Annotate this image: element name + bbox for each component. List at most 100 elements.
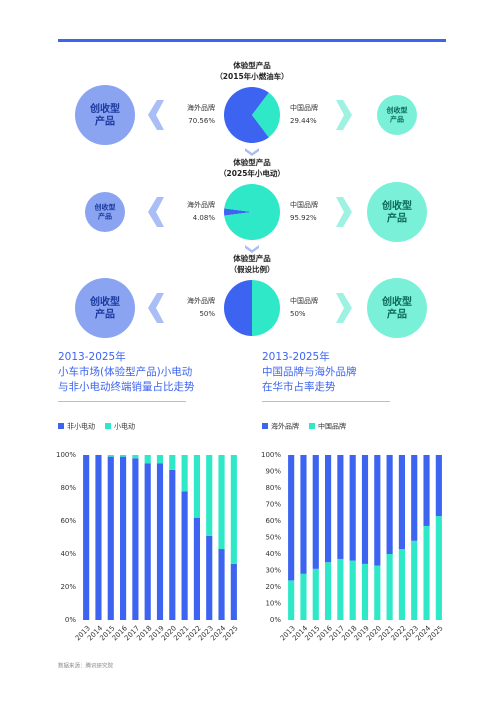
pie-slice	[224, 280, 252, 336]
pie-slice	[224, 87, 269, 143]
arrow-down	[245, 148, 259, 156]
legend-label: 非小电动	[67, 422, 95, 431]
outcome-label: 产品	[98, 211, 112, 220]
pie-title: 体验型产品	[233, 157, 271, 167]
bar-segment	[132, 458, 139, 620]
outcome-label: 创收型	[386, 106, 408, 115]
bar-segment	[325, 455, 332, 563]
outcome-node	[367, 182, 427, 242]
chart-title: 中国品牌与海外品牌	[262, 365, 357, 378]
y-tick-label: 40%	[265, 550, 281, 558]
title-rule	[58, 401, 186, 402]
outcome-label: 产品	[95, 114, 115, 127]
pie-slice	[252, 280, 280, 336]
bar-segment	[107, 456, 114, 620]
bar-segment	[337, 455, 344, 559]
legend-swatch	[105, 423, 111, 429]
pie-category: 中国品牌	[290, 103, 318, 112]
bar-segment	[411, 540, 418, 620]
outcome-label: 创收型	[381, 199, 412, 212]
pie-value-label: 70.56%	[188, 117, 215, 125]
y-tick-label: 90%	[265, 468, 281, 476]
outcome-label: 产品	[95, 307, 115, 320]
pie-category: 海外品牌	[187, 296, 215, 305]
bar-segment	[120, 455, 127, 457]
outcome-node	[367, 278, 427, 338]
bar-segment	[374, 565, 381, 620]
bar-segment	[107, 455, 114, 457]
bar-segment	[361, 455, 369, 564]
pie-value-label: 4.08%	[193, 214, 216, 222]
bar-segment	[230, 563, 237, 620]
bar-segment	[83, 455, 90, 620]
bar-segment	[398, 549, 405, 620]
chart-title: 2013-2025年	[58, 350, 126, 363]
y-tick-label: 100%	[261, 451, 281, 459]
legend-label: 海外品牌	[271, 422, 299, 431]
outcome-label: 产品	[387, 211, 407, 224]
outcome-node	[377, 95, 417, 135]
pie-slice	[224, 208, 252, 216]
y-tick-label: 30%	[265, 567, 281, 575]
bar-segment	[435, 516, 442, 620]
y-tick-label: 50%	[265, 534, 281, 542]
legend-swatch	[309, 423, 315, 429]
y-tick-label: 100%	[56, 451, 76, 459]
bar-segment	[386, 554, 393, 620]
bar-segment	[218, 549, 225, 620]
y-tick-label: 20%	[265, 583, 281, 591]
pie-value-label: 95.92%	[290, 214, 317, 222]
y-tick-label: 10%	[265, 600, 281, 608]
pie-value-label: 50%	[290, 310, 306, 318]
bar-segment	[144, 463, 151, 620]
outcome-label: 创收型	[89, 102, 120, 115]
bar-segment	[300, 573, 307, 620]
pie-value-label: 29.44%	[290, 117, 317, 125]
bar-segment	[411, 455, 418, 541]
pie-category: 中国品牌	[290, 200, 318, 209]
outcome-label: 创收型	[89, 295, 120, 308]
y-tick-label: 0%	[65, 616, 76, 624]
bar-segment	[156, 455, 164, 464]
bar-segment	[423, 525, 430, 620]
pie-category: 海外品牌	[187, 103, 215, 112]
pie-title: 体验型产品	[233, 253, 271, 263]
arrow-left	[148, 197, 164, 227]
legend-label: 小电动	[114, 422, 135, 431]
title-rule	[262, 401, 390, 402]
bar-segment	[423, 455, 430, 526]
pie-slice	[252, 92, 280, 138]
bar-segment	[435, 455, 442, 517]
chart-title: 与非小电动终端销量占比走势	[58, 380, 195, 393]
bar-segment	[349, 560, 356, 620]
legend-swatch	[58, 423, 64, 429]
pie-category: 中国品牌	[290, 296, 318, 305]
bar-segment	[337, 558, 344, 620]
bar-segment	[288, 580, 295, 620]
bar-segment	[144, 455, 151, 464]
y-tick-label: 80%	[265, 484, 281, 492]
arrow-right	[336, 197, 352, 227]
outcome-label: 创收型	[381, 295, 412, 308]
top-rule	[58, 39, 446, 42]
bar-segment	[169, 469, 176, 620]
y-tick-label: 60%	[60, 517, 76, 525]
y-tick-label: 40%	[60, 550, 76, 558]
pie-title: （2015年小燃油车）	[215, 71, 288, 81]
legend-swatch	[262, 423, 268, 429]
bar-segment	[120, 456, 127, 620]
pie-title: 体验型产品	[233, 60, 271, 70]
bar-segment	[288, 455, 295, 581]
chart-title: 2013-2025年	[262, 350, 330, 363]
outcome-label: 创收型	[94, 203, 116, 212]
arrow-left	[148, 100, 164, 130]
bar-segment	[181, 455, 188, 492]
chart-title: 小车市场(体验型产品)小电动	[58, 365, 192, 378]
bar-segment	[300, 455, 307, 574]
bar-segment	[312, 455, 319, 569]
bar-segment	[325, 562, 332, 620]
outcome-node	[85, 192, 125, 232]
outcome-label: 产品	[387, 307, 407, 320]
pie-slice	[224, 184, 280, 240]
